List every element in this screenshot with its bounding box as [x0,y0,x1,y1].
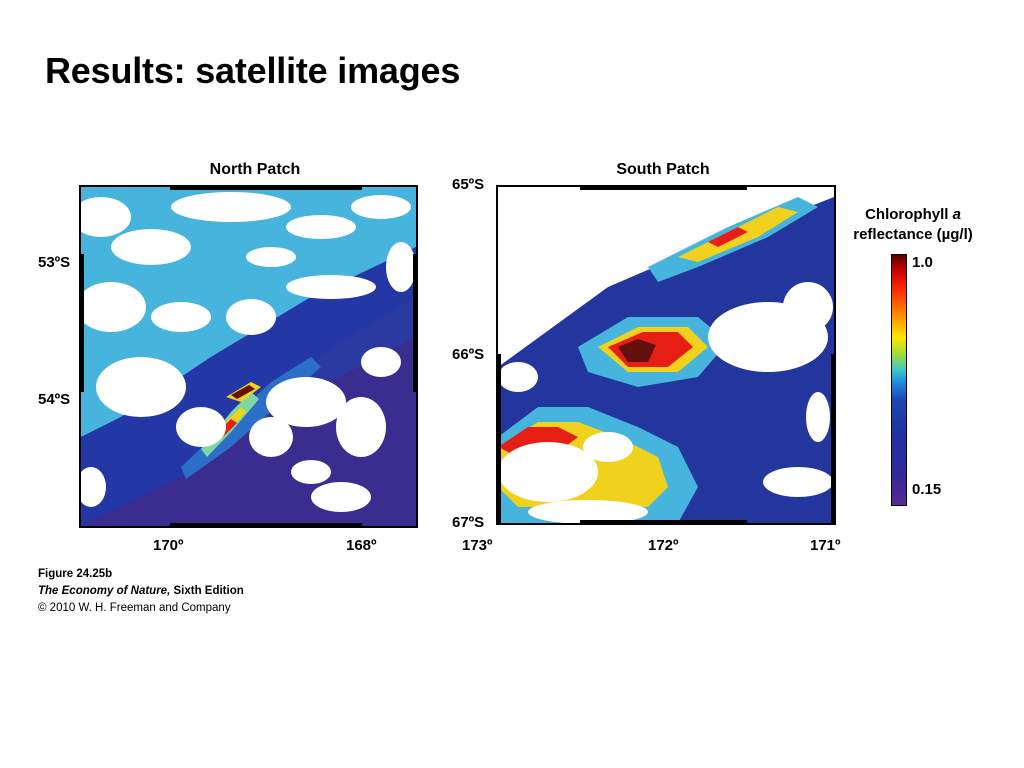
figure-number: Figure 24.25b [38,568,113,580]
north-patch-map [79,185,418,528]
north-lat-53: 53ºS [38,254,71,271]
south-lon-172: 172º [648,537,679,554]
south-lon-171: 171º [810,537,841,554]
legend-title-pre: Chlorophyll [865,206,953,223]
book-edition: Sixth Edition [170,585,244,597]
copyright-line: © 2010 W. H. Freeman and Company [38,602,231,614]
slide-title: Results: satellite images [45,50,461,91]
south-patch-title: South Patch [616,161,710,178]
north-lon-170: 170º [153,537,184,554]
legend-title-line2: reflectance (µg/l) [853,226,973,243]
legend-title: Chlorophyll a reflectance (µg/l) [838,205,988,245]
south-lat-67: 67ºS [452,514,485,531]
north-lon-168: 168º [346,537,377,554]
legend-min-label: 0.15 [912,481,942,498]
north-patch-title: North Patch [209,161,301,178]
north-lat-54: 54ºS [38,391,71,408]
legend-title-italic: a [952,206,961,223]
chlorophyll-colorbar [891,254,907,506]
north-patch-image [81,187,416,526]
south-lon-173: 173º [462,537,493,554]
south-lat-66: 66ºS [452,346,485,363]
south-patch-image [498,187,834,523]
book-citation: The Economy of Nature, Sixth Edition [38,583,244,600]
legend-max-label: 1.0 [912,254,933,271]
figure-caption: Figure 24.25b The Economy of Nature, Six… [38,566,244,617]
book-title: The Economy of Nature, [38,585,171,597]
south-patch-map [496,185,836,525]
south-lat-65: 65ºS [452,176,485,193]
